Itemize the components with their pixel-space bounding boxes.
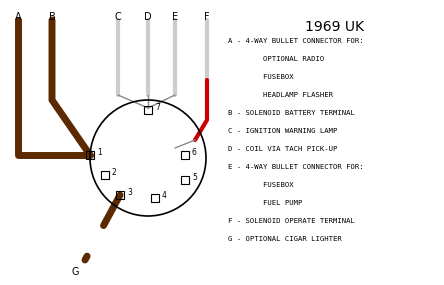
Text: OPTIONAL RADIO: OPTIONAL RADIO <box>228 56 324 62</box>
Text: 6: 6 <box>192 148 197 157</box>
Text: 2: 2 <box>112 168 117 177</box>
Text: B: B <box>49 12 56 22</box>
Text: 4: 4 <box>162 191 167 200</box>
Text: G: G <box>71 267 79 277</box>
Text: A: A <box>15 12 21 22</box>
Text: C: C <box>115 12 121 22</box>
Text: 1: 1 <box>97 148 102 157</box>
Text: 1969 UK: 1969 UK <box>305 20 365 34</box>
Text: 5: 5 <box>192 173 197 182</box>
Bar <box>101 171 109 179</box>
Text: A - 4-WAY BULLET CONNECTOR FOR:: A - 4-WAY BULLET CONNECTOR FOR: <box>228 38 364 44</box>
Text: FUEL PUMP: FUEL PUMP <box>228 200 302 206</box>
Bar <box>181 151 189 159</box>
Text: D: D <box>144 12 152 22</box>
Text: E - 4-WAY BULLET CONNECTOR FOR:: E - 4-WAY BULLET CONNECTOR FOR: <box>228 164 364 170</box>
Text: F: F <box>204 12 210 22</box>
Text: D - COIL VIA TACH PICK-UP: D - COIL VIA TACH PICK-UP <box>228 146 337 152</box>
Text: C - IGNITION WARNING LAMP: C - IGNITION WARNING LAMP <box>228 128 337 134</box>
Bar <box>151 194 159 202</box>
Text: 3: 3 <box>127 188 132 197</box>
Bar <box>181 176 189 184</box>
Text: FUSEBOX: FUSEBOX <box>228 182 293 188</box>
Text: FUSEBOX: FUSEBOX <box>228 74 293 80</box>
Bar <box>144 106 152 114</box>
Bar <box>116 191 124 199</box>
Text: B - SOLENOID BATTERY TERMINAL: B - SOLENOID BATTERY TERMINAL <box>228 110 355 116</box>
Text: 7: 7 <box>155 103 160 112</box>
Text: E: E <box>172 12 178 22</box>
Bar <box>86 151 94 159</box>
Text: F - SOLENOID OPERATE TERMINAL: F - SOLENOID OPERATE TERMINAL <box>228 218 355 224</box>
Text: HEADLAMP FLASHER: HEADLAMP FLASHER <box>228 92 333 98</box>
Text: G - OPTIONAL CIGAR LIGHTER: G - OPTIONAL CIGAR LIGHTER <box>228 236 342 242</box>
